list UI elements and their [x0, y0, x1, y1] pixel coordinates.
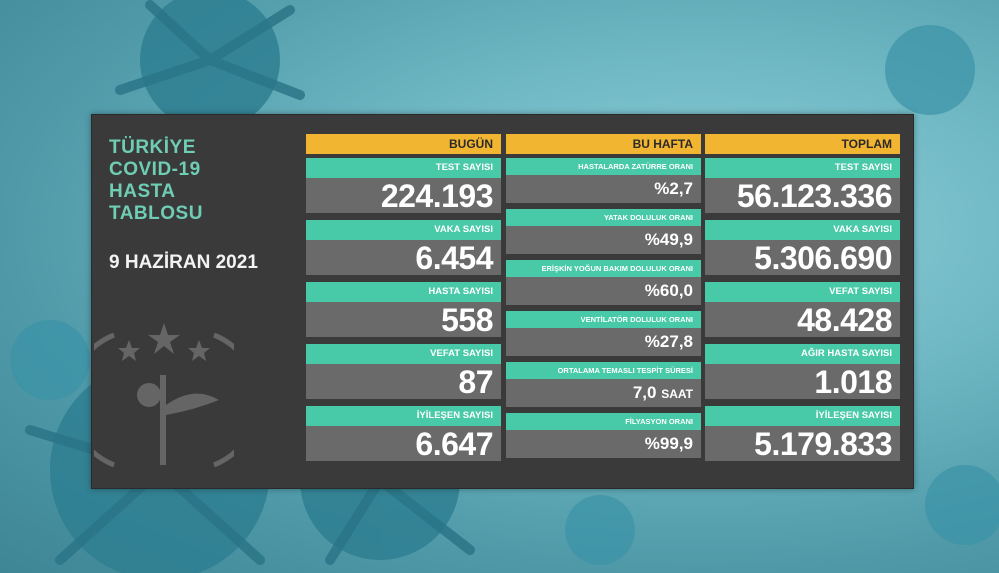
- today-test-card: TEST SAYISI 224.193: [306, 158, 501, 214]
- stat-value: 224.193: [306, 178, 501, 214]
- today-column: BUGÜN TEST SAYISI 224.193 VAKA SAYISI 6.…: [306, 134, 501, 468]
- stat-label: İYİLEŞEN SAYISI: [705, 406, 900, 426]
- ministry-emblem: [94, 323, 234, 468]
- stat-label: ORTALAMA TEMASLI TESPİT SÜRESİ: [506, 362, 701, 379]
- stat-label: VENTİLATÖR DOLULUK ORANI: [506, 311, 701, 328]
- total-severe-card: AĞIR HASTA SAYISI 1.018: [705, 344, 900, 400]
- today-patient-card: HASTA SAYISI 558: [306, 282, 501, 338]
- stat-label: TEST SAYISI: [705, 158, 900, 178]
- today-death-card: VEFAT SAYISI 87: [306, 344, 501, 400]
- week-filiation-card: FİLYASYON ORANI %99,9: [506, 413, 701, 458]
- week-ventilator-card: VENTİLATÖR DOLULUK ORANI %27,8: [506, 311, 701, 356]
- week-column: BU HAFTA HASTALARDA ZATÜRRE ORANI %2,7 Y…: [506, 134, 701, 464]
- stat-value: %99,9: [506, 430, 701, 458]
- total-column: TOPLAM TEST SAYISI 56.123.336 VAKA SAYIS…: [705, 134, 900, 468]
- stat-label: HASTA SAYISI: [306, 282, 501, 302]
- today-heading: BUGÜN: [306, 134, 501, 154]
- total-recovered-card: İYİLEŞEN SAYISI 5.179.833: [705, 406, 900, 462]
- stat-label: HASTALARDA ZATÜRRE ORANI: [506, 158, 701, 175]
- total-death-card: VEFAT SAYISI 48.428: [705, 282, 900, 338]
- total-case-card: VAKA SAYISI 5.306.690: [705, 220, 900, 276]
- week-icu-card: ERİŞKİN YOĞUN BAKIM DOLULUK ORANI %60,0: [506, 260, 701, 305]
- stat-label: VAKA SAYISI: [306, 220, 501, 240]
- title-line: HASTA: [109, 181, 176, 202]
- stat-label: YATAK DOLULUK ORANI: [506, 209, 701, 226]
- report-date: 9 HAZİRAN 2021: [109, 252, 258, 273]
- week-pneumonia-card: HASTALARDA ZATÜRRE ORANI %2,7: [506, 158, 701, 203]
- stat-value: 7,0 SAAT: [506, 379, 701, 407]
- total-test-card: TEST SAYISI 56.123.336: [705, 158, 900, 214]
- stat-label: VEFAT SAYISI: [705, 282, 900, 302]
- stat-label: AĞIR HASTA SAYISI: [705, 344, 900, 364]
- stat-number: 7,0: [632, 383, 657, 402]
- stat-label: FİLYASYON ORANI: [506, 413, 701, 430]
- stat-value: 5.179.833: [705, 426, 900, 462]
- stat-label: VEFAT SAYISI: [306, 344, 501, 364]
- week-heading: BU HAFTA: [506, 134, 701, 154]
- stat-value: 48.428: [705, 302, 900, 338]
- stat-value: 6.454: [306, 240, 501, 276]
- stat-value: 6.647: [306, 426, 501, 462]
- today-case-card: VAKA SAYISI 6.454: [306, 220, 501, 276]
- stat-label: TEST SAYISI: [306, 158, 501, 178]
- stat-label: ERİŞKİN YOĞUN BAKIM DOLULUK ORANI: [506, 260, 701, 277]
- total-heading: TOPLAM: [705, 134, 900, 154]
- stat-value: %2,7: [506, 175, 701, 203]
- stat-label: VAKA SAYISI: [705, 220, 900, 240]
- week-contact-time-card: ORTALAMA TEMASLI TESPİT SÜRESİ 7,0 SAAT: [506, 362, 701, 407]
- stat-value: %49,9: [506, 226, 701, 254]
- stat-value: 5.306.690: [705, 240, 900, 276]
- stat-value: %27,8: [506, 328, 701, 356]
- stat-value: 56.123.336: [705, 178, 900, 214]
- stat-value: 1.018: [705, 364, 900, 400]
- title-line: TÜRKİYE: [109, 137, 196, 158]
- today-recovered-card: İYİLEŞEN SAYISI 6.647: [306, 406, 501, 462]
- title-line: COVID-19: [109, 159, 201, 180]
- stat-number: %27,8: [644, 332, 693, 351]
- page-title: TÜRKİYE COVID-19 HASTA TABLOSU: [109, 137, 203, 225]
- stat-unit: SAAT: [661, 387, 693, 401]
- stat-number: %60,0: [644, 281, 693, 300]
- week-bed-card: YATAK DOLULUK ORANI %49,9: [506, 209, 701, 254]
- stat-value: 558: [306, 302, 501, 338]
- covid-dashboard-panel: TÜRKİYE COVID-19 HASTA TABLOSU 9 HAZİRAN…: [91, 114, 914, 489]
- stat-number: %99,9: [644, 434, 693, 453]
- stat-value: 87: [306, 364, 501, 400]
- stat-value: %60,0: [506, 277, 701, 305]
- stat-number: %49,9: [644, 230, 693, 249]
- title-line: TABLOSU: [109, 203, 203, 224]
- stat-label: İYİLEŞEN SAYISI: [306, 406, 501, 426]
- stat-number: %2,7: [654, 179, 693, 198]
